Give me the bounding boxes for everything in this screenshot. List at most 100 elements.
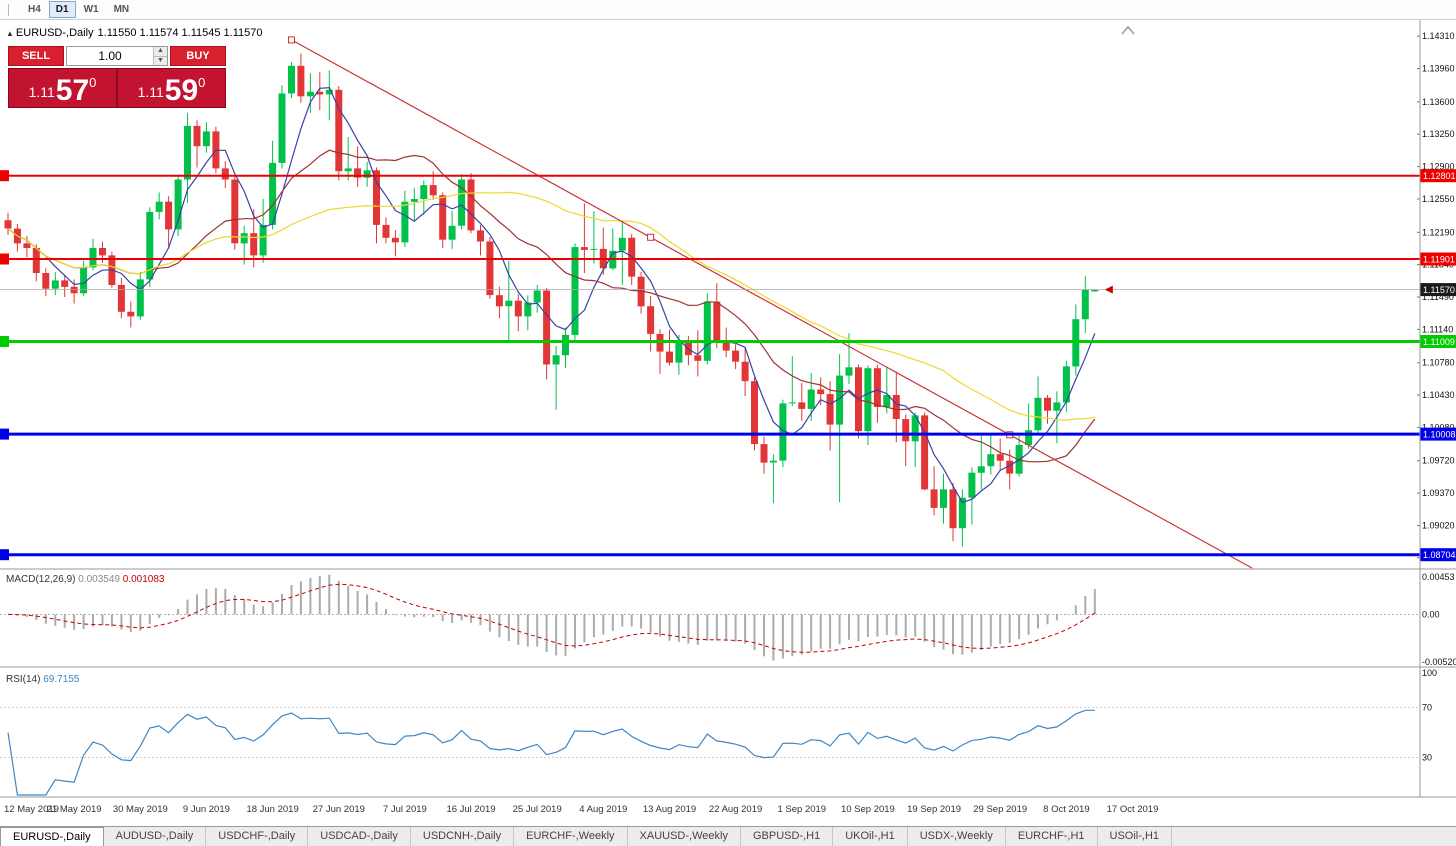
sell-price-pips: 57 — [55, 73, 90, 107]
svg-text:100: 100 — [1422, 668, 1437, 678]
svg-text:30 May 2019: 30 May 2019 — [113, 804, 168, 815]
volume-spinner: ▲ ▼ — [153, 47, 167, 65]
svg-text:1.10080: 1.10080 — [1422, 422, 1455, 432]
horizontal-line-1.12801[interactable]: 1.12801 — [0, 169, 1456, 183]
volume-value[interactable]: 1.00 — [98, 49, 122, 63]
symbol-tab-usdcad-daily[interactable]: USDCAD-,Daily — [308, 827, 411, 846]
symbol-tab-usdchf-daily[interactable]: USDCHF-,Daily — [206, 827, 309, 846]
symbol-tab-eurchf-h1[interactable]: EURCHF-,H1 — [1006, 827, 1098, 846]
volume-increase-icon[interactable]: ▲ — [154, 47, 167, 57]
svg-text:1.12550: 1.12550 — [1422, 194, 1455, 204]
chart-area: 1.14310 1.13960 1.13600 1.13250 1.12900 1.125… — [0, 20, 1456, 826]
svg-text:16 Jul 2019: 16 Jul 2019 — [446, 804, 495, 815]
svg-text:1.10430: 1.10430 — [1422, 390, 1455, 400]
svg-text:1.12190: 1.12190 — [1422, 227, 1455, 237]
buy-price-main: 1.11 — [137, 84, 164, 100]
svg-text:1.11140: 1.11140 — [1422, 324, 1453, 334]
sell-price-display[interactable]: 1.11 57 0 — [9, 69, 116, 107]
timeframe-button-mn[interactable]: MN — [107, 1, 137, 18]
svg-text:1.13960: 1.13960 — [1422, 64, 1455, 74]
svg-text:25 Jul 2019: 25 Jul 2019 — [513, 804, 562, 815]
svg-text:19 Sep 2019: 19 Sep 2019 — [907, 804, 961, 815]
macd-histogram — [16, 574, 1096, 661]
svg-text:30: 30 — [1422, 753, 1432, 763]
ma-mid-line — [7, 149, 1096, 463]
buy-price-display[interactable]: 1.11 59 0 — [118, 69, 225, 107]
symbol-tab-audusd-daily[interactable]: AUDUSD-,Daily — [104, 827, 207, 846]
chart-ohlc-values: 1.11550 1.11574 1.11545 1.11570 — [97, 27, 263, 39]
price-divider — [116, 69, 118, 107]
svg-text:1.10780: 1.10780 — [1422, 358, 1455, 368]
svg-text:8 Oct 2019: 8 Oct 2019 — [1043, 804, 1089, 815]
buy-button[interactable]: BUY — [170, 46, 226, 66]
symbol-tab-gbpusd-h1[interactable]: GBPUSD-,H1 — [741, 827, 834, 846]
svg-text:1.09370: 1.09370 — [1422, 488, 1455, 498]
svg-text:0.00453: 0.00453 — [1422, 572, 1455, 582]
rsi-label: RSI(14) 69.7155 — [6, 674, 80, 685]
svg-text:70: 70 — [1422, 703, 1432, 713]
bid-price-label — [1420, 283, 1456, 297]
svg-text:12 May 2019: 12 May 2019 — [4, 804, 59, 815]
collapse-trade-panel-icon[interactable]: ▲ — [6, 29, 14, 38]
macd-signal-line — [7, 583, 1096, 653]
svg-text:1.12900: 1.12900 — [1422, 162, 1455, 172]
descending-trendline[interactable] — [291, 39, 1253, 569]
symbol-tab-usdcnh-daily[interactable]: USDCNH-,Daily — [411, 827, 515, 846]
timeframe-button-d1[interactable]: D1 — [48, 1, 76, 18]
symbol-tab-eurchf-weekly[interactable]: EURCHF-,Weekly — [514, 827, 628, 846]
symbol-tab-usoil-h1[interactable]: USOil-,H1 — [1098, 827, 1173, 846]
svg-text:21 May 2019: 21 May 2019 — [47, 804, 102, 815]
symbol-tab-usdx-weekly[interactable]: USDX-,Weekly — [908, 827, 1006, 846]
svg-text:1.11009: 1.11009 — [1423, 337, 1455, 347]
sell-button[interactable]: SELL — [8, 46, 64, 66]
buy-price-pips: 59 — [164, 73, 199, 107]
svg-text:1.09720: 1.09720 — [1422, 456, 1455, 466]
svg-text:1.13600: 1.13600 — [1422, 97, 1455, 107]
ma-slow-line — [7, 191, 1095, 421]
svg-text:1.11570: 1.11570 — [1423, 285, 1455, 295]
trendline-handle[interactable] — [288, 36, 295, 44]
timeframe-button-w1[interactable]: W1 — [77, 1, 106, 18]
svg-text:0.00: 0.00 — [1422, 609, 1440, 619]
svg-text:1.11490: 1.11490 — [1422, 292, 1454, 302]
volume-decrease-icon[interactable]: ▼ — [154, 56, 167, 65]
svg-text:1.12801: 1.12801 — [1423, 171, 1456, 181]
sell-price-point: 0 — [89, 75, 97, 90]
symbol-tabbar: EURUSD-,Daily AUDUSD-,Daily USDCHF-,Daily U… — [0, 826, 1456, 846]
svg-text:9 Jun 2019: 9 Jun 2019 — [183, 804, 230, 815]
ma-fast-line — [7, 86, 1096, 504]
rsi-line — [7, 709, 1095, 796]
svg-text:7 Jul 2019: 7 Jul 2019 — [383, 804, 427, 815]
chart-ohlc-header: ▲ EURUSD-,Daily 1.11550 1.11574 1.11545 1.… — [6, 27, 267, 39]
svg-text:18 Jun 2019: 18 Jun 2019 — [246, 804, 298, 815]
horizontal-line-1.11009[interactable]: 1.11009 — [0, 335, 1456, 348]
symbol-tab-eurusd-daily[interactable]: EURUSD-,Daily — [0, 827, 104, 846]
svg-text:27 Jun 2019: 27 Jun 2019 — [313, 804, 365, 815]
horizontal-line-1.11901[interactable]: 1.11901 — [0, 252, 1456, 266]
svg-text:1.13250: 1.13250 — [1422, 129, 1455, 139]
svg-text:22 Aug 2019: 22 Aug 2019 — [709, 804, 762, 815]
svg-text:1.14310: 1.14310 — [1422, 31, 1455, 41]
chart-canvas[interactable]: 1.14310 1.13960 1.13600 1.13250 1.12900 1.125… — [0, 20, 1456, 826]
chart-shift-marker-icon[interactable] — [1121, 25, 1135, 35]
volume-field[interactable]: 1.00 ▲ ▼ — [66, 46, 168, 66]
macd-label: MACD(12,26,9) 0.003549 0.001083 — [6, 574, 165, 585]
buy-price-point: 0 — [198, 75, 206, 90]
sell-price-main: 1.11 — [28, 84, 55, 100]
svg-text:10 Sep 2019: 10 Sep 2019 — [841, 804, 895, 815]
svg-text:4 Aug 2019: 4 Aug 2019 — [579, 804, 627, 815]
timeframe-button-h4[interactable]: H4 — [21, 1, 48, 18]
horizontal-line-1.10008[interactable]: 1.10008 — [0, 427, 1456, 441]
svg-text:13 Aug 2019: 13 Aug 2019 — [643, 804, 696, 815]
symbol-tab-ukoil-h1[interactable]: UKOil-,H1 — [833, 827, 908, 846]
svg-text:1.11901: 1.11901 — [1423, 255, 1455, 265]
symbol-tab-xauusd-weekly[interactable]: XAUUSD-,Weekly — [628, 827, 741, 846]
trendline-handle[interactable] — [647, 233, 655, 241]
one-click-trading-panel: SELL 1.00 ▲ ▼ BUY 1.11 57 0 1.11 59 0 — [8, 46, 226, 108]
toolbar-grip — [8, 3, 11, 16]
timeframe-buttons: H4 D1 W1 MN — [21, 1, 136, 18]
symbol-tabs: EURUSD-,Daily AUDUSD-,Daily USDCHF-,Daily U… — [0, 827, 1173, 846]
period-toolbar: H4 D1 W1 MN — [0, 0, 1456, 20]
horizontal-line-1.08704[interactable]: 1.08704 — [0, 548, 1456, 562]
